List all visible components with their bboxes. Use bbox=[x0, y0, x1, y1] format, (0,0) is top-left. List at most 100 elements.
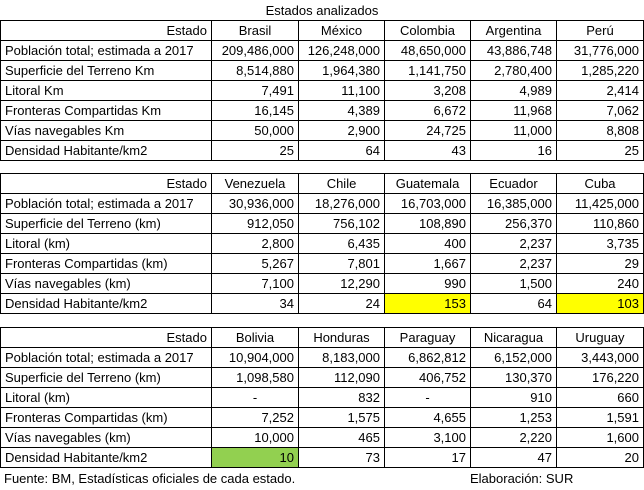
country-header: Cuba bbox=[556, 173, 644, 194]
table-block-2: Estado Venezuela Chile Guatemala Ecuador… bbox=[0, 173, 644, 314]
cell-value: 16 bbox=[470, 140, 557, 161]
row-label: Vías navegables (km) bbox=[0, 427, 212, 448]
cell-value: 47 bbox=[470, 447, 557, 468]
row-label: Densidad Habitante/km2 bbox=[0, 447, 212, 468]
highlighted-cell-value: 153 bbox=[384, 293, 471, 314]
cell-value: 756,102 bbox=[298, 213, 385, 234]
cell-value: 990 bbox=[384, 273, 471, 294]
highlighted-cell-value: 10 bbox=[211, 447, 299, 468]
cell-value: 10,000 bbox=[211, 427, 299, 448]
cell-value: 1,141,750 bbox=[384, 60, 471, 81]
cell-value: 16,145 bbox=[211, 100, 299, 121]
cell-value: 912,050 bbox=[211, 213, 299, 234]
cell-value: 1,591 bbox=[556, 407, 644, 428]
row-label: Fronteras Compartidas (km) bbox=[0, 253, 212, 274]
cell-value: 30,936,000 bbox=[211, 193, 299, 214]
cell-value: 18,276,000 bbox=[298, 193, 385, 214]
cell-value: 176,220 bbox=[556, 367, 644, 388]
cell-value: 3,735 bbox=[556, 233, 644, 254]
cell-value: 7,491 bbox=[211, 80, 299, 101]
cell-value: 6,435 bbox=[298, 233, 385, 254]
table-row: Vías navegables (km) 7,100 12,290 990 1,… bbox=[0, 273, 644, 294]
table-row: Fronteras Compartidas (km) 5,267 7,801 1… bbox=[0, 253, 644, 274]
cell-value: 4,389 bbox=[298, 100, 385, 121]
country-header: Venezuela bbox=[211, 173, 299, 194]
cell-value: 465 bbox=[298, 427, 385, 448]
cell-value: 48,650,000 bbox=[384, 40, 471, 61]
table-row: Población total; estimada a 2017 10,904,… bbox=[0, 347, 644, 368]
cell-value: 7,252 bbox=[211, 407, 299, 428]
table-row: Fronteras Compartidas (km) 7,252 1,575 4… bbox=[0, 407, 644, 428]
page-title: Estados analizados bbox=[265, 3, 379, 18]
cell-value: 112,090 bbox=[298, 367, 385, 388]
cell-value: 11,968 bbox=[470, 100, 557, 121]
cell-value: 832 bbox=[298, 387, 385, 408]
header-row: Estado Venezuela Chile Guatemala Ecuador… bbox=[0, 173, 644, 194]
cell-value: 406,752 bbox=[384, 367, 471, 388]
cell-value: 2,237 bbox=[470, 253, 557, 274]
row-label: Fronteras Compartidas (km) bbox=[0, 407, 212, 428]
row-label: Superficie del Terreno Km bbox=[0, 60, 212, 81]
cell-value: 1,285,220 bbox=[556, 60, 644, 81]
highlighted-cell-value: 103 bbox=[556, 293, 644, 314]
row-label: Densidad Habitante/km2 bbox=[0, 140, 212, 161]
state-header: Estado bbox=[0, 327, 212, 348]
cell-value: 130,370 bbox=[470, 367, 557, 388]
table-row: Superficie del Terreno Km 8,514,880 1,96… bbox=[0, 60, 644, 81]
country-header: Brasil bbox=[211, 20, 299, 41]
cell-value: 400 bbox=[384, 233, 471, 254]
country-header: Ecuador bbox=[470, 173, 557, 194]
country-header: México bbox=[298, 20, 385, 41]
cell-value: 1,600 bbox=[556, 427, 644, 448]
cell-value: 8,183,000 bbox=[298, 347, 385, 368]
source-note: Fuente: BM, Estadísticas oficiales de ca… bbox=[4, 471, 296, 486]
cell-value: 11,000 bbox=[470, 120, 557, 141]
cell-value: 5,267 bbox=[211, 253, 299, 274]
cell-value: 7,801 bbox=[298, 253, 385, 274]
country-header: Colombia bbox=[384, 20, 471, 41]
cell-value: 64 bbox=[470, 293, 557, 314]
cell-value: 8,514,880 bbox=[211, 60, 299, 81]
cell-value: 108,890 bbox=[384, 213, 471, 234]
cell-value: 256,370 bbox=[470, 213, 557, 234]
country-header: Chile bbox=[298, 173, 385, 194]
cell-value: 16,703,000 bbox=[384, 193, 471, 214]
cell-value: 7,062 bbox=[556, 100, 644, 121]
table-row: Superficie del Terreno (km) 912,050 756,… bbox=[0, 213, 644, 234]
table-row: Fronteras Compartidas Km 16,145 4,389 6,… bbox=[0, 100, 644, 121]
cell-value: 1,575 bbox=[298, 407, 385, 428]
cell-value: 1,500 bbox=[470, 273, 557, 294]
cell-value: 2,414 bbox=[556, 80, 644, 101]
row-label: Vías navegables (km) bbox=[0, 273, 212, 294]
cell-value: 11,100 bbox=[298, 80, 385, 101]
cell-value: 16,385,000 bbox=[470, 193, 557, 214]
cell-value: 1,253 bbox=[470, 407, 557, 428]
cell-value: 8,808 bbox=[556, 120, 644, 141]
table-row: Superficie del Terreno (km) 1,098,580 11… bbox=[0, 367, 644, 388]
cell-value: 11,425,000 bbox=[556, 193, 644, 214]
country-header: Paraguay bbox=[384, 327, 471, 348]
country-header: Guatemala bbox=[384, 173, 471, 194]
cell-value: 1,098,580 bbox=[211, 367, 299, 388]
country-header: Bolivia bbox=[211, 327, 299, 348]
cell-value: 6,862,812 bbox=[384, 347, 471, 368]
cell-value: 25 bbox=[211, 140, 299, 161]
cell-value: 12,290 bbox=[298, 273, 385, 294]
cell-value: 209,486,000 bbox=[211, 40, 299, 61]
cell-value: 3,443,000 bbox=[556, 347, 644, 368]
row-label: Población total; estimada a 2017 bbox=[0, 193, 212, 214]
table-row: Población total; estimada a 2017 209,486… bbox=[0, 40, 644, 61]
country-header: Perú bbox=[556, 20, 644, 41]
cell-value: 6,152,000 bbox=[470, 347, 557, 368]
cell-value: 43,886,748 bbox=[470, 40, 557, 61]
row-label: Población total; estimada a 2017 bbox=[0, 40, 212, 61]
header-row: Estado Brasil México Colombia Argentina … bbox=[0, 20, 644, 41]
table-row: Densidad Habitante/km2 34 24 153 64 103 bbox=[0, 293, 644, 314]
row-label: Litoral Km bbox=[0, 80, 212, 101]
cell-value: 2,237 bbox=[470, 233, 557, 254]
row-label: Litoral (km) bbox=[0, 233, 212, 254]
row-label: Población total; estimada a 2017 bbox=[0, 347, 212, 368]
cell-value: 31,776,000 bbox=[556, 40, 644, 61]
table-block-1: Estado Brasil México Colombia Argentina … bbox=[0, 20, 644, 161]
country-header: Argentina bbox=[470, 20, 557, 41]
